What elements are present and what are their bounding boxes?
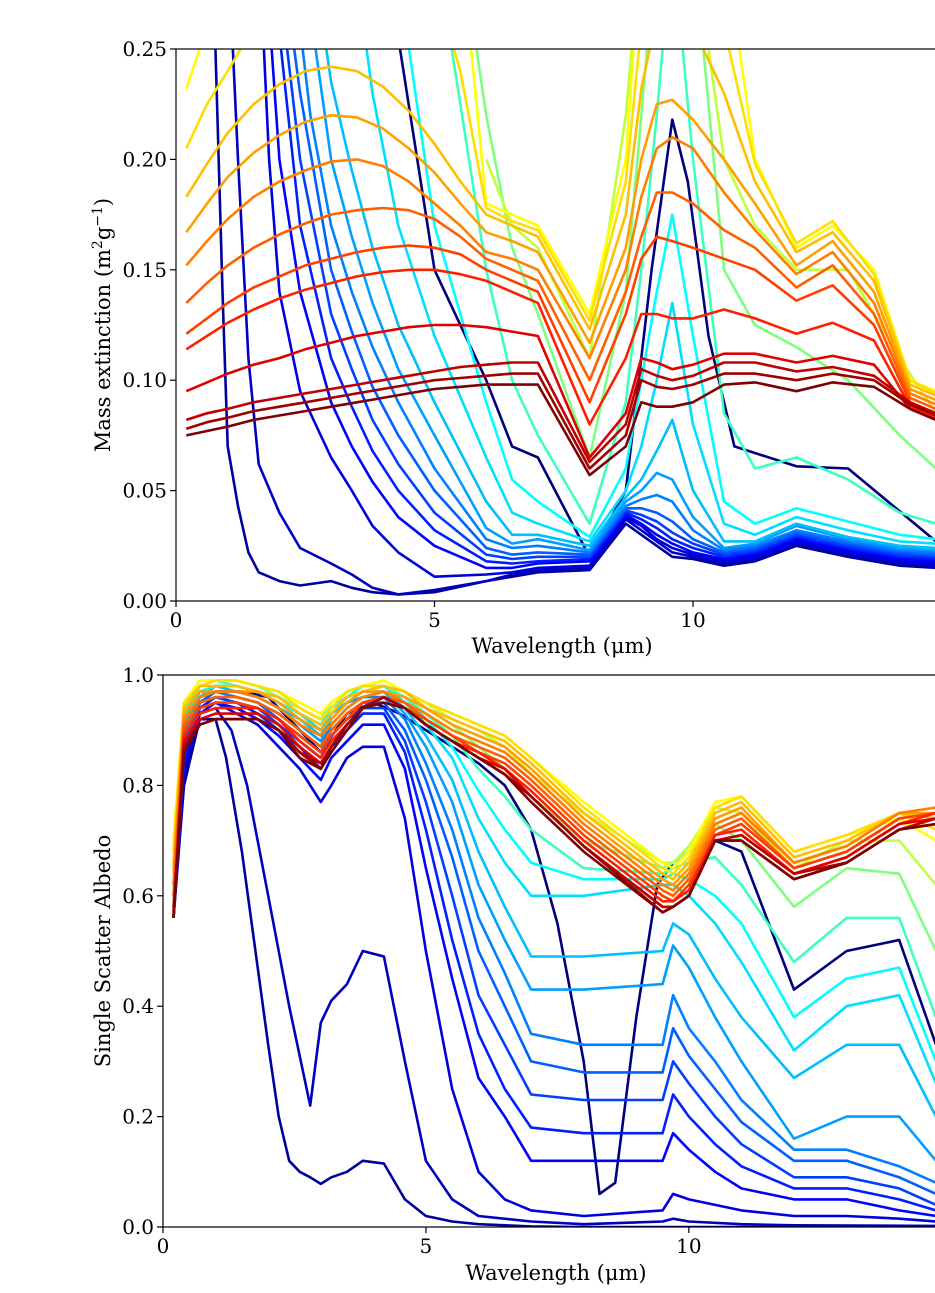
albedo-series-line-1 [172,690,935,1196]
albedo-x-tick-label: 0 [157,1234,170,1258]
albedo-series-line-2 [172,717,935,1227]
albedo-series-line-8 [172,690,935,1195]
albedo-x-tick-label: 10 [676,1234,701,1258]
extinction-y-tick-label: 0.10 [122,368,167,392]
albedo-y-axis-label: Single Scatter Albedo [91,835,115,1067]
extinction-series-line-7 [285,49,935,561]
extinction-series-line-13 [407,49,935,541]
albedo-x-axis-label: Wavelength (μm) [465,1261,646,1285]
extinction-series-line-28 [186,381,935,477]
extinction-series-line-15 [475,49,935,470]
albedo-y-tick-label: 0.0 [122,1215,154,1239]
extinction-y-tick-label: 0.25 [122,37,167,61]
extinction-series-line-5 [270,49,935,570]
extinction-series-line-25 [185,323,935,459]
extinction-y-label-part1: Mass extinction (m [91,249,115,452]
extinction-series-line-14 [450,49,935,526]
extinction-x-tick-label: 0 [170,608,183,632]
albedo-series-line-20 [172,690,935,887]
albedo-series-line-18 [172,679,935,876]
extinction-x-tick-label: 5 [428,608,441,632]
extinction-series-line-24 [185,268,935,426]
albedo-y-tick-label: 0.4 [122,994,154,1018]
extinction-series-line-6 [279,49,935,565]
extinction-series-line-19 [185,49,935,397]
albedo-series-line-11 [172,684,935,1118]
extinction-y-tick-label: 0.00 [122,589,167,613]
extinction-panel: 0 5 10 0.00 0.05 0.10 0.15 0.20 0.25 Wavelength … [90,37,935,658]
albedo-series-line-5 [172,701,935,1218]
extinction-series-line-17 [185,49,935,393]
extinction-series-line-10 [314,49,935,552]
albedo-axes-frame [162,674,935,1228]
extinction-y-label-part2: g [91,227,115,240]
extinction-y-label-sup2: −1 [90,206,106,227]
extinction-series-line-21 [185,136,935,406]
extinction-series-line-23 [185,235,935,415]
albedo-series-line-21 [172,690,935,892]
extinction-series-line-20 [185,98,935,402]
extinction-y-label-sup1: 2 [90,240,106,249]
extinction-series-line-9 [301,49,935,554]
extinction-x-tick-label: 10 [680,608,705,632]
extinction-y-axis-label: Mass extinction (m2g−1) [90,198,115,452]
extinction-series-line-27 [185,372,935,470]
extinction-series-group [185,49,935,596]
albedo-y-tick-label: 0.8 [122,773,154,797]
extinction-y-tick-label: 0.15 [122,258,167,282]
albedo-series-line-23 [172,695,935,907]
extinction-series-line-18 [185,49,935,395]
albedo-series-group [172,679,935,1227]
albedo-series-line-3 [172,706,935,1227]
albedo-x-tick-label: 5 [420,1234,433,1258]
extinction-series-line-22 [185,191,935,410]
extinction-series-line-3 [231,49,935,596]
extinction-series-line-26 [185,361,935,464]
albedo-series-line-9 [172,690,935,1184]
extinction-ticks: 0 5 10 0.00 0.05 0.10 0.15 0.20 0.25 [122,37,705,632]
extinction-series-line-4 [262,49,935,579]
albedo-y-tick-label: 0.2 [122,1105,154,1129]
albedo-y-tick-label: 1.0 [122,663,154,687]
extinction-y-label-part3: ) [91,198,115,206]
extinction-axes-frame [175,48,935,602]
albedo-ticks: 0 5 10 0.0 0.2 0.4 0.6 0.8 1.0 [122,663,701,1258]
extinction-series-line-1 [398,49,935,559]
albedo-panel: 0 5 10 0.0 0.2 0.4 0.6 0.8 1.0 Wavelength (μm) S… [91,663,935,1285]
extinction-series-line-8 [292,49,935,556]
extinction-series-line-12 [365,49,935,545]
albedo-series-line-6 [172,695,935,1212]
extinction-y-tick-label: 0.05 [122,479,167,503]
albedo-series-line-24 [172,695,935,913]
albedo-series-line-28 [172,701,935,918]
albedo-y-tick-label: 0.6 [122,884,154,908]
extinction-y-tick-label: 0.20 [122,147,167,171]
extinction-x-axis-label: Wavelength (μm) [471,634,652,658]
albedo-series-line-10 [172,690,935,1162]
